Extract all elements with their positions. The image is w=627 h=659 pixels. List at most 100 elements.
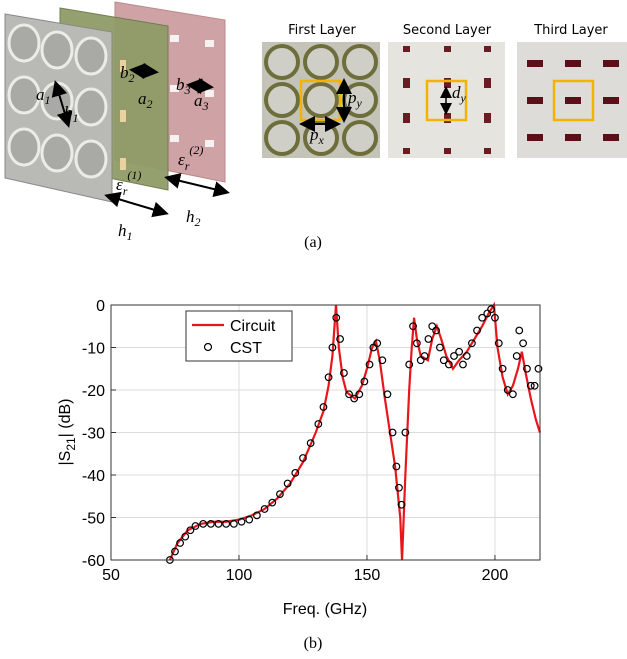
data-point	[283, 479, 292, 488]
data-point	[455, 347, 464, 356]
data-point	[388, 428, 397, 437]
rings	[7, 23, 108, 179]
data-point	[245, 515, 254, 524]
data-point	[214, 519, 223, 528]
third-layer	[517, 42, 627, 158]
data-point	[409, 322, 417, 331]
data-point	[462, 352, 471, 360]
data-point	[473, 326, 481, 335]
data-point	[345, 390, 353, 399]
legend-marker	[203, 342, 213, 352]
symbol: a2	[138, 89, 153, 111]
y-tick-label: -60	[82, 553, 105, 570]
data-point	[191, 522, 200, 530]
data-point	[253, 511, 261, 520]
data-point	[401, 428, 410, 437]
symbol: h2	[186, 207, 201, 229]
x-tick-label: 50	[102, 567, 120, 584]
symbol: b1	[64, 103, 79, 125]
data-point	[523, 364, 531, 373]
data-point	[392, 462, 401, 471]
data-point	[487, 305, 496, 314]
data-point	[397, 500, 406, 509]
layer-title: First Layer	[288, 23, 356, 38]
data-point	[459, 360, 467, 369]
first-layer	[262, 42, 380, 158]
layer-title: Third Layer	[533, 23, 608, 38]
data-point	[444, 360, 453, 369]
caption: (b)	[304, 635, 323, 652]
data-point	[365, 360, 374, 369]
symbol: b3	[176, 75, 191, 97]
data-point	[512, 352, 521, 360]
data-point	[314, 420, 323, 428]
data-point	[319, 403, 328, 411]
x-axis-label: Freq. (GHz)	[283, 601, 367, 618]
data-point	[534, 364, 543, 373]
axes-frame	[110, 304, 541, 561]
data-line	[168, 301, 542, 561]
symbol: dy	[452, 83, 467, 105]
data-point	[332, 313, 341, 322]
x-tick-label: 150	[354, 567, 381, 584]
data-point	[237, 517, 246, 526]
data-point	[176, 539, 185, 547]
data-point	[494, 339, 503, 348]
x-tick-label: 100	[226, 567, 253, 584]
data-point	[498, 364, 507, 373]
data-point	[299, 454, 307, 462]
data-point	[405, 360, 414, 369]
data-point	[483, 309, 492, 318]
y-tick-label: -10	[82, 341, 105, 358]
data-point	[378, 356, 387, 365]
data-point	[416, 356, 425, 365]
data-point	[369, 343, 378, 352]
plot: 50 100 150 200 -60 -50 -40 -30 -20 -10 0 Circuit CST	[82, 298, 543, 584]
data-point	[306, 439, 315, 448]
data-point	[229, 519, 238, 528]
data-point	[503, 386, 512, 394]
data-point	[291, 468, 300, 477]
y-tick-label: -50	[82, 511, 105, 528]
layer-title: Second Layer	[403, 23, 492, 38]
data-point	[268, 498, 277, 507]
data-point	[395, 483, 403, 492]
data-point	[222, 519, 231, 528]
data-point	[478, 313, 487, 322]
data-point	[328, 343, 337, 352]
data-point	[260, 505, 269, 513]
data-point	[432, 326, 440, 335]
data-point	[181, 532, 190, 541]
data-point	[428, 322, 437, 331]
legend-label: Circuit	[230, 318, 276, 335]
data-point	[171, 547, 179, 556]
data-point	[199, 519, 208, 528]
data-point	[420, 352, 429, 360]
data-point	[526, 381, 535, 390]
symbol: px	[309, 125, 325, 147]
data-point	[491, 313, 499, 322]
x-tick-label: 200	[482, 567, 509, 584]
symbol: a1	[36, 85, 51, 107]
data-point	[530, 381, 539, 390]
y-tick-label: -30	[82, 426, 105, 443]
data-point	[383, 390, 392, 399]
data-point	[508, 390, 517, 399]
second-layer	[388, 42, 505, 158]
data-point	[439, 356, 448, 365]
data-point	[350, 394, 359, 403]
caption: (a)	[304, 234, 322, 251]
data-point	[373, 339, 382, 348]
symbol: a3	[194, 91, 209, 113]
legend-label: CST	[230, 340, 262, 357]
data-point	[515, 326, 524, 335]
data-point	[450, 352, 458, 360]
dimension-arrows	[51, 62, 230, 218]
data-point	[360, 377, 369, 386]
symbol: py	[347, 88, 363, 110]
symbol: εr(1)	[116, 168, 141, 198]
slots	[120, 60, 126, 170]
data-point	[355, 390, 364, 399]
data-point	[424, 335, 433, 343]
